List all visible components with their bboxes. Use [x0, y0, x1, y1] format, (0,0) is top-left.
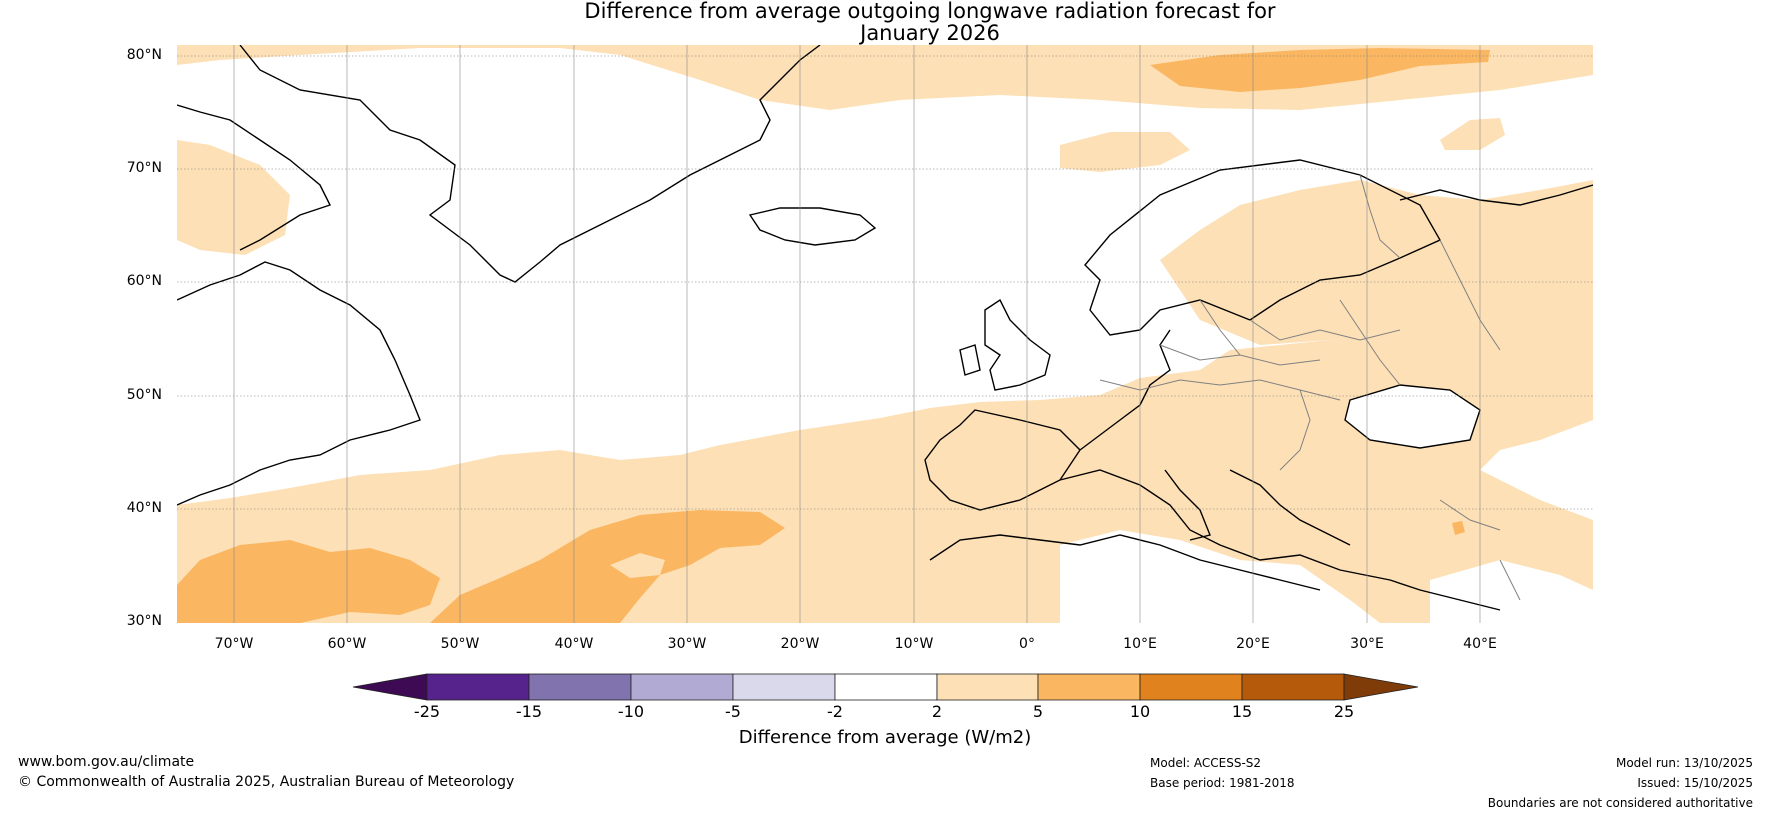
boundaries-disclaimer: Boundaries are not considered authoritat…	[1487, 796, 1753, 810]
lon-label-50w: 50°W	[440, 636, 480, 652]
colorbar-tick: 2	[931, 702, 943, 721]
coastline-italy-balkans	[1164, 469, 1351, 546]
model-name: Model: ACCESS-S2	[1150, 756, 1262, 770]
colorbar	[352, 673, 1419, 701]
colorbar-tick: -15	[515, 702, 543, 721]
border-lines	[1099, 174, 1521, 601]
colorbar-tick: 15	[1231, 702, 1253, 721]
coastline-north-africa	[929, 534, 1321, 591]
graticule-latitude	[177, 55, 1593, 510]
colorbar-bin-5	[834, 673, 938, 701]
coastline-iberia-france	[924, 329, 1171, 511]
anomaly-region-5-10-turkey	[1452, 521, 1465, 535]
anomaly-region-2-5-south	[177, 305, 1593, 623]
coastline-iceland	[748, 207, 877, 246]
issued-date: Issued: 15/10/2025	[1637, 776, 1753, 790]
colorbar-bin-6	[936, 673, 1039, 701]
anomaly-gap-black-sea-region	[1345, 385, 1480, 448]
website-link[interactable]: www.bom.gov.au/climate	[18, 754, 195, 770]
lon-label-20w: 20°W	[780, 636, 820, 652]
colorbar-bin-2	[528, 673, 632, 701]
colorbar-label: Difference from average (W/m2)	[738, 727, 1032, 748]
anomaly-region-5-10-svalbard	[1150, 48, 1490, 92]
coastline-baffin	[177, 104, 331, 251]
coastline-british-isles	[959, 298, 1051, 391]
colorbar-bin-7	[1037, 673, 1141, 701]
lon-label-10w: 10°W	[894, 636, 934, 652]
anomaly-gap-arabia	[1430, 560, 1593, 623]
lat-label-80n: 80°N	[126, 47, 162, 63]
coastlines	[177, 45, 1593, 611]
colorbar-tick: -25	[413, 702, 441, 721]
coastline-greenland	[239, 45, 821, 283]
colorbar-extend-high	[1343, 673, 1419, 701]
map-title-line-2: January 2026	[860, 21, 1000, 45]
graticule-longitude	[233, 45, 1481, 623]
colorbar-tick: 5	[1032, 702, 1044, 721]
lat-label-50n: 50°N	[126, 387, 162, 403]
base-period: Base period: 1981-2018	[1150, 776, 1295, 790]
lat-label-30n: 30°N	[126, 613, 162, 629]
anomaly-region-2-5-europe	[1160, 180, 1593, 345]
lon-label-70w: 70°W	[214, 636, 254, 652]
anomaly-region-5-10-atlantic-west	[177, 540, 440, 623]
lat-label-70n: 70°N	[126, 160, 162, 176]
colorbar-bin-3	[630, 673, 734, 701]
map-title-line-1: Difference from average outgoing longwav…	[584, 0, 1276, 23]
colorbar-tick: 10	[1129, 702, 1151, 721]
colorbar-tick: 25	[1333, 702, 1355, 721]
colorbar-bin-4	[732, 673, 836, 701]
colorbar-tick: -10	[617, 702, 645, 721]
anomaly-region-2-5-labrador	[177, 140, 290, 255]
lat-label-60n: 60°N	[126, 273, 162, 289]
lon-label-0: 0°	[1019, 636, 1035, 652]
coastline-black-sea	[1344, 384, 1481, 449]
lon-label-30w: 30°W	[667, 636, 707, 652]
copyright-text: © Commonwealth of Australia 2025, Austra…	[18, 774, 515, 790]
colorbar-extend-low	[352, 673, 428, 701]
coastline-scandinavia	[1084, 159, 1441, 336]
lat-label-40n: 40°N	[126, 500, 162, 516]
country-borders	[1099, 174, 1521, 601]
lon-label-40w: 40°W	[554, 636, 594, 652]
anomaly-region-5-10-atlantic-central	[430, 510, 785, 623]
anomaly-region-2-5-barents	[1440, 118, 1505, 150]
lon-label-20e: 20°E	[1236, 636, 1270, 652]
coastline-russia-north	[1399, 184, 1593, 206]
coastline-canada-east	[177, 261, 421, 506]
colorbar-tick: -2	[827, 702, 843, 721]
lon-label-40e: 40°E	[1463, 636, 1497, 652]
lon-label-60w: 60°W	[327, 636, 367, 652]
colorbar-bin-8	[1139, 673, 1243, 701]
colorbar-bin-1	[426, 673, 530, 701]
colorbar-tick: -5	[725, 702, 741, 721]
anomaly-shading	[177, 45, 1593, 623]
lon-label-30e: 30°E	[1350, 636, 1384, 652]
lon-label-10e: 10°E	[1123, 636, 1157, 652]
model-run-date: Model run: 13/10/2025	[1615, 756, 1753, 770]
colorbar-bin-9	[1241, 673, 1345, 701]
anomaly-region-2-5-norwegian-sea	[1060, 132, 1190, 172]
anomaly-gap-atlantic-central	[610, 553, 665, 578]
